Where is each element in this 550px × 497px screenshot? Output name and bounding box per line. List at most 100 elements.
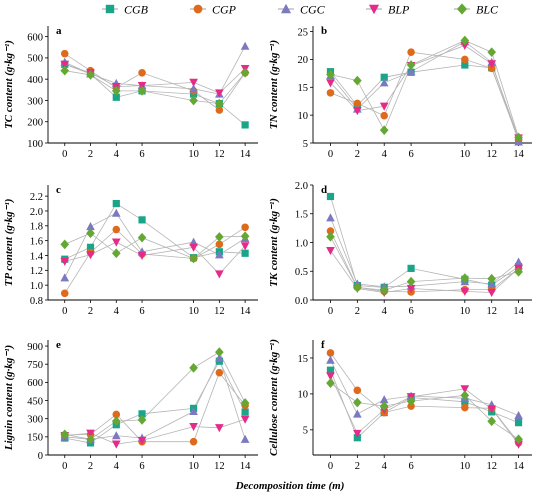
- y-tick-label: 500: [27, 54, 43, 65]
- y-tick-label: 1.6: [30, 236, 43, 247]
- y-tick-label: 600: [27, 32, 43, 43]
- legend: CGB CGP CGC BLP BLC: [102, 3, 499, 17]
- x-tick-label: 4: [114, 461, 120, 472]
- data-point: [111, 416, 121, 426]
- legend-marker-cgc: [280, 3, 292, 14]
- series-line-cgc: [330, 41, 519, 143]
- data-point: [241, 223, 249, 232]
- data-point: [111, 86, 121, 96]
- x-tick-label: 6: [139, 461, 144, 472]
- x-tick-label: 6: [408, 149, 413, 160]
- y-tick-label: 0.8: [30, 296, 43, 307]
- x-tick-label: 12: [486, 149, 497, 160]
- data-point: [138, 69, 146, 77]
- y-tick-label: 750: [27, 360, 43, 371]
- data-point: [60, 429, 70, 440]
- data-point: [406, 67, 416, 76]
- data-point: [326, 378, 335, 388]
- y-tick-label: 450: [27, 396, 43, 407]
- data-point: [514, 266, 523, 277]
- data-point: [189, 243, 198, 252]
- data-point: [60, 257, 70, 266]
- x-tick-label: 6: [139, 149, 144, 160]
- legend-item-cgb: CGB: [102, 3, 149, 17]
- y-tick-label: 1.8: [30, 222, 43, 233]
- data-point: [514, 132, 523, 143]
- data-point: [514, 257, 523, 266]
- panel-letter: c: [56, 184, 61, 196]
- data-point: [215, 347, 224, 357]
- chart-panel-a: a 100 200 300 400 500 600 0 2 4 6 10 12 14 TC content …: [3, 25, 258, 160]
- data-point: [461, 55, 469, 64]
- data-point: [86, 228, 95, 239]
- data-point: [60, 289, 69, 298]
- x-tick-label: 0: [328, 461, 333, 472]
- x-tick-label: 0: [62, 461, 67, 472]
- data-point: [326, 366, 335, 374]
- legend-label: CGB: [124, 3, 149, 17]
- legend-label: BLC: [476, 3, 499, 17]
- x-tick-label: 14: [240, 461, 251, 472]
- data-point: [460, 273, 470, 284]
- y-tick-label: 1.4: [30, 251, 44, 262]
- x-tick-label: 0: [62, 306, 67, 317]
- data-point: [460, 41, 470, 50]
- y-axis-label: Cellulose content (g·kg⁻¹): [268, 339, 280, 456]
- data-point: [189, 84, 198, 93]
- data-point: [487, 288, 497, 298]
- y-tick-label: 5: [303, 139, 308, 150]
- y-tick-label: 100: [27, 139, 43, 150]
- data-point: [326, 79, 335, 88]
- series-blc: [326, 35, 523, 143]
- data-point: [353, 386, 362, 395]
- data-point: [379, 401, 389, 411]
- data-point: [86, 222, 95, 231]
- series-blc: [326, 378, 523, 445]
- data-point: [215, 98, 224, 109]
- panel-letter: a: [56, 25, 62, 37]
- y-tick-label: 1.2: [30, 266, 43, 277]
- data-point: [189, 78, 198, 87]
- x-tick-label: 12: [214, 306, 225, 317]
- data-point: [60, 239, 70, 250]
- x-tick-label: 14: [513, 149, 524, 160]
- data-point: [460, 287, 470, 296]
- data-point: [189, 253, 198, 264]
- data-point: [326, 69, 335, 80]
- data-point: [60, 49, 69, 58]
- data-point: [326, 213, 335, 222]
- data-point: [240, 434, 250, 443]
- legend-marker-blp: [368, 4, 380, 15]
- data-point: [514, 440, 523, 449]
- x-tick-label: 12: [486, 461, 497, 472]
- x-tick-label: 0: [328, 149, 333, 160]
- data-point: [86, 243, 95, 251]
- series-blc: [326, 231, 523, 296]
- x-tick-label: 10: [188, 149, 199, 160]
- data-point: [137, 232, 147, 243]
- data-point: [379, 102, 389, 111]
- chart-panel-b: b 5 10 15 20 25 0 2 4 6 10 12 14 TN content (g·kg⁻¹): [268, 25, 532, 160]
- y-tick-label: 15: [298, 354, 309, 365]
- data-point: [487, 416, 497, 427]
- x-tick-label: 12: [214, 149, 225, 160]
- data-point: [112, 199, 120, 208]
- data-point: [189, 362, 198, 373]
- y-tick-label: 2.0: [295, 181, 308, 192]
- legend-item-blp: BLP: [366, 3, 410, 17]
- y-tick-label: 200: [27, 118, 43, 129]
- x-tick-label: 0: [328, 306, 333, 317]
- chart-panel-d: d 0.0 0.5 1.0 1.5 2.0 0 2 4 6 10 12 14 TK content (g·…: [268, 181, 532, 317]
- y-tick-label: 0.0: [295, 296, 308, 307]
- series-line-blp: [330, 45, 519, 139]
- data-point: [240, 67, 250, 78]
- data-point: [86, 434, 95, 445]
- data-point: [353, 409, 362, 418]
- data-point: [112, 93, 120, 101]
- data-point: [353, 107, 362, 116]
- y-axis-label: TP content (g·kg⁻¹): [3, 199, 15, 287]
- x-tick-label: 4: [382, 149, 388, 160]
- data-point: [407, 402, 415, 410]
- x-tick-label: 10: [460, 461, 471, 472]
- data-point: [215, 424, 224, 433]
